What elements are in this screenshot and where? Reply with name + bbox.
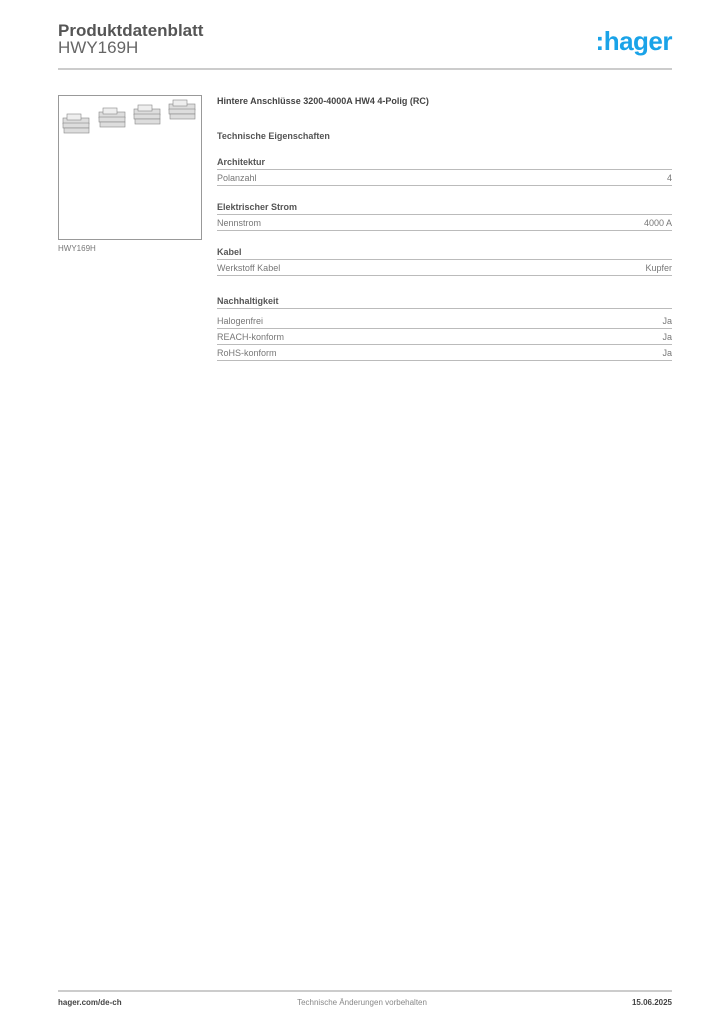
spec-row: Nennstrom 4000 A bbox=[217, 215, 672, 231]
spec-section-title: Kabel bbox=[217, 247, 672, 260]
spec-value: 4000 A bbox=[643, 217, 672, 228]
spec-label: Polanzahl bbox=[217, 172, 257, 183]
spec-value: Kupfer bbox=[645, 262, 672, 273]
footer-date: 15.06.2025 bbox=[631, 998, 672, 1007]
spec-label: Nennstrom bbox=[217, 217, 262, 228]
spec-value: Ja bbox=[662, 315, 672, 326]
spec-row: Werkstoff Kabel Kupfer bbox=[217, 260, 672, 276]
footer-divider bbox=[58, 990, 672, 992]
product-details: Hintere Anschlüsse 3200-4000A HW4 4-Poli… bbox=[217, 96, 672, 361]
spec-section-title: Elektrischer Strom bbox=[217, 202, 672, 215]
spec-row: Halogenfrei Ja bbox=[217, 313, 672, 329]
spec-value: Ja bbox=[662, 347, 672, 358]
spec-label: Werkstoff Kabel bbox=[217, 262, 281, 273]
spec-label: Halogenfrei bbox=[217, 315, 264, 326]
spec-section-title: Architektur bbox=[217, 157, 672, 170]
spec-sections: Architektur Polanzahl 4 Elektrischer Strom N… bbox=[217, 157, 672, 361]
spec-label: REACH-konform bbox=[217, 331, 285, 342]
footer-website-link[interactable]: hager.com/de-ch bbox=[58, 998, 122, 1007]
spec-section-title: Nachhaltigkeit bbox=[217, 296, 672, 309]
hager-logo: :hager bbox=[595, 26, 673, 56]
spec-row: REACH-konform Ja bbox=[217, 329, 672, 345]
footer-notice: Technische Änderungen vorbehalten bbox=[297, 998, 427, 1007]
spec-row: Polanzahl 4 bbox=[217, 170, 672, 186]
product-image bbox=[58, 95, 202, 240]
image-caption: HWY169H bbox=[58, 244, 96, 253]
spec-value: 4 bbox=[666, 172, 672, 183]
section-heading: Technische Eigenschaften bbox=[217, 131, 330, 141]
product-code: HWY169H bbox=[58, 38, 139, 57]
product-headline: Hintere Anschlüsse 3200-4000A HW4 4-Poli… bbox=[217, 96, 429, 106]
spec-row: RoHS-konform Ja bbox=[217, 345, 672, 361]
spec-value: Ja bbox=[662, 331, 672, 342]
page-title: Produktdatenblatt bbox=[58, 21, 204, 40]
product-image-graphic bbox=[62, 99, 196, 134]
header-divider bbox=[58, 68, 672, 70]
spec-label: RoHS-konform bbox=[217, 347, 277, 358]
